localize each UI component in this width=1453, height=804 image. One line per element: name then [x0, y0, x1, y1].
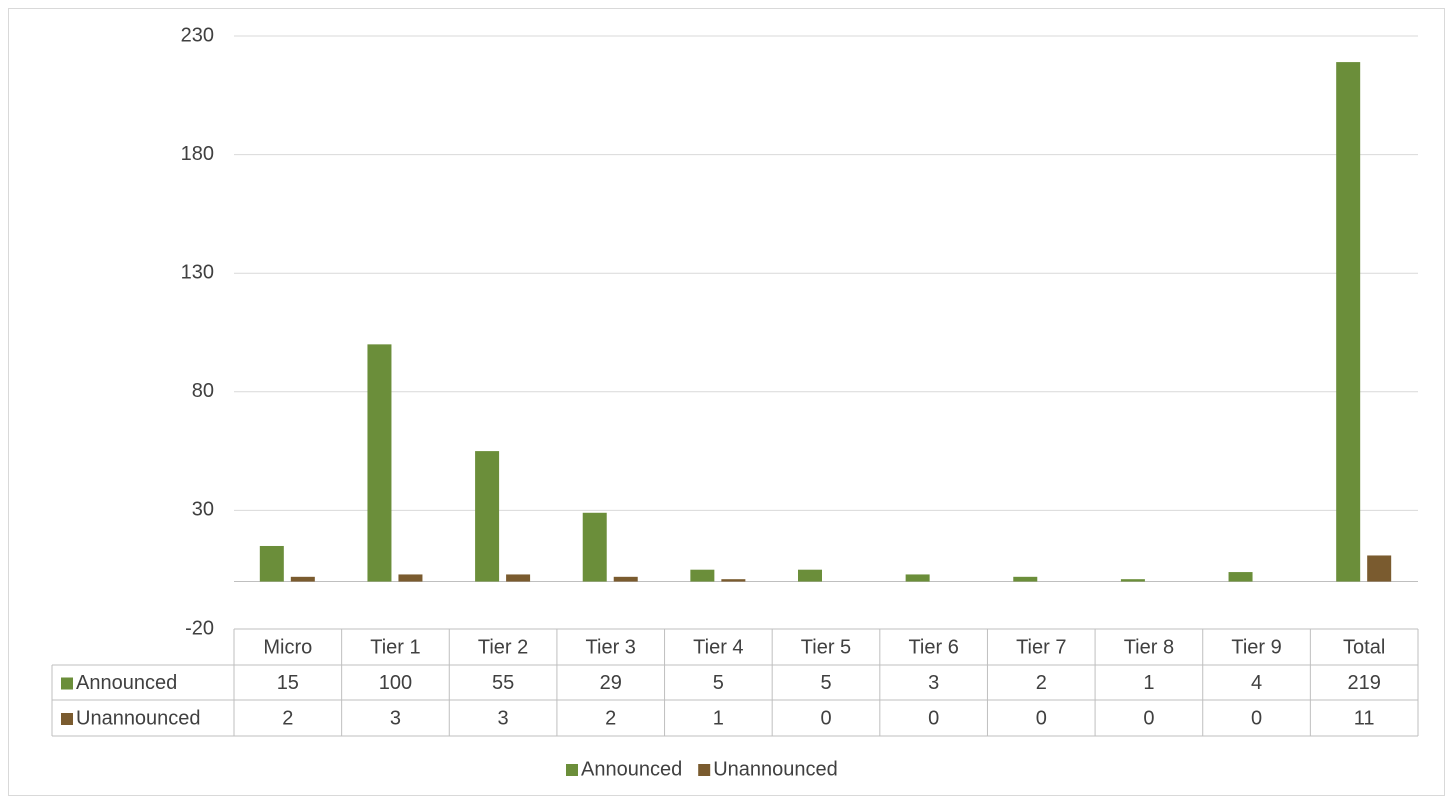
table-cell: 11 — [1354, 707, 1375, 729]
legend-label: Unannounced — [713, 758, 838, 780]
category-label: Total — [1343, 636, 1385, 658]
category-label: Tier 1 — [370, 636, 420, 658]
legend-key — [566, 764, 578, 776]
category-label: Tier 9 — [1231, 636, 1281, 658]
table-cell: 100 — [379, 672, 412, 694]
bar — [613, 576, 638, 582]
table-cell: 15 — [277, 672, 299, 694]
y-tick-label: 230 — [181, 24, 214, 46]
table-cell: 55 — [492, 672, 514, 694]
table-cell: 0 — [1143, 707, 1154, 729]
bar — [690, 569, 715, 582]
table-legend-key — [61, 713, 73, 725]
y-tick-label: 180 — [181, 143, 214, 165]
table-cell: 2 — [1036, 672, 1047, 694]
y-tick-label: -20 — [185, 617, 214, 639]
table-cell: 3 — [928, 672, 939, 694]
table-legend-key — [61, 677, 73, 690]
table-cell: 0 — [1036, 707, 1047, 729]
table-cell: 0 — [1251, 707, 1262, 729]
table-cell: 1 — [713, 707, 724, 729]
table-cell: 1 — [1143, 672, 1154, 694]
chart-frame — [8, 8, 1445, 796]
table-cell: 0 — [928, 707, 939, 729]
category-label: Tier 2 — [478, 636, 528, 658]
table-cell: 3 — [390, 707, 401, 729]
bar — [798, 569, 822, 582]
table-cell: 3 — [498, 707, 509, 729]
category-label: Tier 6 — [908, 636, 958, 658]
bar — [290, 576, 315, 582]
table-cell: 0 — [820, 707, 831, 729]
category-label: Tier 4 — [693, 636, 743, 658]
bar — [721, 579, 746, 582]
bar — [582, 512, 607, 582]
category-label: Micro — [263, 636, 312, 658]
table-cell: 5 — [713, 672, 724, 694]
category-label: Tier 3 — [586, 636, 636, 658]
bar — [259, 545, 284, 582]
table-cell: 5 — [820, 672, 831, 694]
y-tick-label: 130 — [181, 261, 214, 283]
bar — [506, 574, 531, 582]
bar — [475, 451, 500, 582]
category-label: Tier 7 — [1016, 636, 1066, 658]
table-cell: 2 — [605, 707, 616, 729]
bar — [1120, 579, 1145, 582]
bar — [367, 344, 392, 582]
legend-key — [698, 764, 711, 776]
table-cell: 219 — [1347, 672, 1380, 694]
table-cell: 2 — [282, 707, 293, 729]
bar — [905, 574, 930, 582]
table-row-header: Unannounced — [76, 707, 201, 729]
table-row-header: Announced — [76, 672, 177, 694]
y-tick-label: 30 — [192, 499, 214, 521]
bar — [1367, 555, 1392, 582]
bar — [1228, 572, 1253, 582]
table-cell: 4 — [1251, 672, 1262, 694]
table-cell: 29 — [600, 672, 622, 694]
y-tick-label: 80 — [192, 380, 214, 402]
bar — [1336, 62, 1361, 582]
bar — [1013, 576, 1038, 582]
legend-label: Announced — [581, 758, 682, 780]
category-label: Tier 5 — [801, 636, 851, 658]
category-label: Tier 8 — [1124, 636, 1174, 658]
bar — [398, 574, 423, 582]
